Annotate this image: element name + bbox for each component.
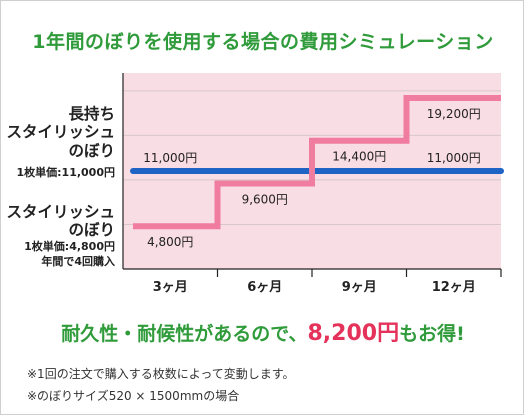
x-tick-label-0: 3ヶ月 xyxy=(153,280,188,295)
standard-value-label-2: 14,400円 xyxy=(332,150,386,164)
long-lasting-label-line2: スタイリッシュ xyxy=(6,123,115,142)
note-size: ※のぼりサイズ520 × 1500mmの場合 xyxy=(27,389,240,403)
standard-label-line1: スタイリッシュ xyxy=(6,203,115,221)
slogan-suffix: もお得! xyxy=(399,323,465,345)
x-tick-labels: 3ヶ月 6ヶ月 9ヶ月 12ヶ月 xyxy=(153,280,476,295)
x-tick-label-3: 12ヶ月 xyxy=(432,280,476,295)
standard-value-label-3: 19,200円 xyxy=(427,107,481,121)
long-lasting-label: 長持ち スタイリッシュ のぼり xyxy=(6,105,115,160)
x-tick-label-1: 6ヶ月 xyxy=(247,280,282,295)
long-lasting-value-label-3: 11,000円 xyxy=(427,151,481,165)
series-line-standard xyxy=(133,94,501,230)
note-quantity: ※1回の注文で購入する枚数によって変動します。 xyxy=(27,367,295,381)
standard-value-label-0: 4,800円 xyxy=(147,235,193,249)
standard-unit-price: 1枚単価:4,800円 xyxy=(24,240,115,253)
long-lasting-value-label-0: 11,000円 xyxy=(143,151,197,165)
standard-label: スタイリッシュ のぼり xyxy=(6,203,115,240)
data-labels: 11,000円 11,000円 4,800円 9,600円 14,400円 19,200円 xyxy=(143,107,481,249)
chart-title: 1年間のぼりを使用する場合の費用シミュレーション xyxy=(32,31,494,53)
slogan-prefix: 耐久性・耐候性があるので、 xyxy=(61,323,308,345)
long-lasting-label-line1: 長持ち xyxy=(68,105,115,123)
long-lasting-label-line3: のぼり xyxy=(68,141,115,160)
standard-label-line2: のぼり xyxy=(68,221,115,240)
axes xyxy=(122,73,502,277)
slogan-amount: 8,200円 xyxy=(307,321,400,346)
standard-price-block: 1枚単価:4,800円 年間で4回購入 xyxy=(24,240,115,270)
long-lasting-unit-price: 1枚単価:11,000円 xyxy=(16,166,115,179)
standard-purchase-note: 年間で4回購入 xyxy=(41,254,115,268)
savings-slogan: 耐久性・耐候性があるので、8,200円もお得! xyxy=(1,315,523,347)
standard-value-label-1: 9,600円 xyxy=(242,192,288,206)
x-tick-label-2: 9ヶ月 xyxy=(342,280,377,295)
series-lines xyxy=(130,94,504,230)
